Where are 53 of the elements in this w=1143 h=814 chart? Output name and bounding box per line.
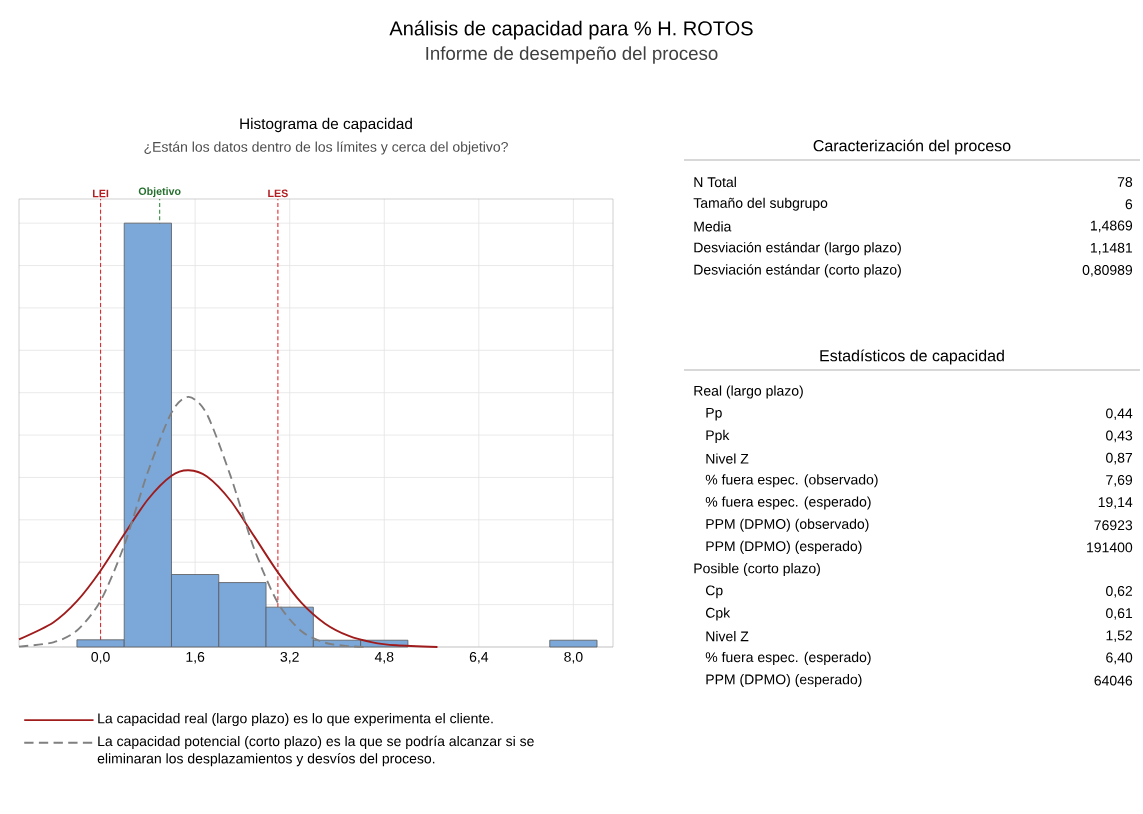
x-tick-label: 6,4 [469,651,489,664]
ref-line-label: Objetivo [138,187,181,198]
text: 19,14 [1098,497,1133,509]
text: 78 [1117,177,1133,187]
text: 1,52 [1106,630,1133,642]
text: 0,80989 [1082,265,1133,277]
text: 6 [1125,199,1133,210]
text: Análisis de capacidad para % H. ROTOS [389,20,753,40]
category-label: Desviación estándar (largo plazo) [694,241,901,256]
legend-label: La capacidad real (largo plazo) es lo que experimenta el cliente. [98,713,493,727]
text: 191400 [1087,542,1133,553]
text: 1,1481 [1090,242,1133,255]
x-tick-label: 3,2 [280,651,299,664]
text: Estadísticos de capacidad [820,349,1004,365]
ref-line-label: LES [268,189,288,198]
text: 0,43 [1106,430,1133,443]
category-label: PPM (DPMO) (observado) [706,518,869,532]
category-label: Cp [705,585,723,599]
text: 0,44 [1106,408,1133,420]
category-label: Nivel Z [706,453,749,464]
text: 64046 [1094,675,1133,686]
category-label: PPM (DPMO) (esperado) [706,674,862,688]
category-label: Posible (corto plazo) [694,563,820,577]
x-tick-label: 1,6 [186,651,205,664]
text: 1,4869 [1090,220,1133,233]
category-label: Cpk [705,607,731,621]
category-label: Real (largo plazo) [694,385,803,399]
text: 0,87 [1106,452,1133,465]
category-label: Nivel Z [706,631,749,642]
text: 76923 [1094,520,1133,531]
text: Caracterización del proceso [813,139,1011,155]
text: 7,69 [1106,475,1133,487]
category-label: % fuera espec. (esperado) [705,651,871,665]
category-label: PPM (DPMO) (esperado) [706,540,862,554]
category-label: % fuera espec. (observado) [705,474,878,488]
category-label: % fuera espec. (esperado) [705,496,871,510]
legend-label: La capacidad potencial (corto plazo) es la que se podría alcanzar si se eliminaran los desplazamientos y desvíos del proceso. [97,735,534,767]
category-label: Tamaño del subgrupo [693,197,828,211]
category-label: Media [694,221,732,232]
category-label: Ppk [706,429,730,443]
text: Informe de desempeño del proceso [426,46,718,64]
category-label: Pp [706,407,722,421]
category-label: N Total [694,176,736,188]
ref-line-label: LEI [92,189,109,198]
text: 6,40 [1106,652,1133,665]
category-label: Desviación estándar (corto plazo) [694,264,901,278]
x-tick-label: 0,0 [91,651,110,664]
x-tick-label: 8,0 [564,651,583,664]
chart-subtitle: ¿Están los datos dentro de los límites y cerca del objetivo? [144,141,508,155]
text: 0,61 [1106,608,1133,620]
x-tick-label: 4,8 [374,651,394,664]
text: 0,62 [1106,586,1133,598]
chart-title: Histograma de capacidad [240,117,412,133]
